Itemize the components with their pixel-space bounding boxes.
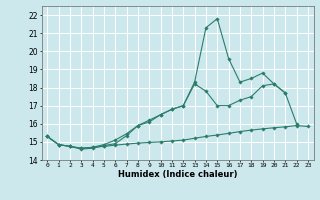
X-axis label: Humidex (Indice chaleur): Humidex (Indice chaleur) bbox=[118, 170, 237, 179]
